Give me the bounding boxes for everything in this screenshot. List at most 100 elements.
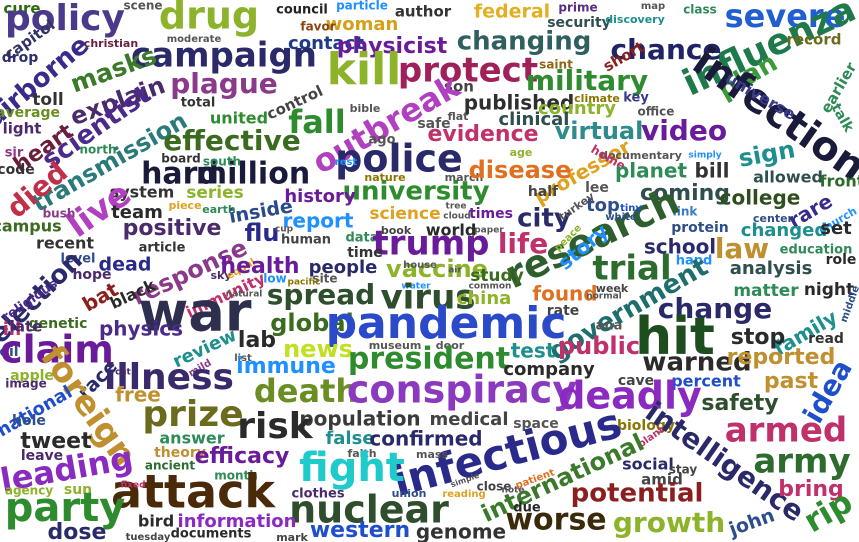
cloud-word-potential: potential — [571, 479, 704, 509]
cloud-word-school: school — [644, 235, 716, 259]
cloud-word-earth: earth — [202, 203, 235, 216]
cloud-word-free: free — [115, 383, 161, 407]
cloud-word-study: study — [470, 266, 524, 286]
cloud-word-key: key — [623, 91, 649, 106]
cloud-word-protein: protein — [671, 220, 729, 236]
cloud-word-life: life — [498, 227, 548, 260]
cloud-word-news: news — [283, 335, 353, 363]
cloud-word-woman: woman — [326, 14, 399, 35]
cloud-word-army: army — [753, 442, 850, 482]
cloud-word-warned: warned — [642, 348, 751, 378]
cloud-word-trump: trump — [373, 224, 490, 264]
cloud-word-front: front — [820, 172, 859, 191]
cloud-word-bird: bird — [138, 512, 174, 531]
cloud-word-campaign: campaign — [131, 36, 317, 76]
cloud-word-series: series — [186, 183, 244, 203]
cloud-word-medical: medical — [429, 409, 508, 430]
cloud-word-particle: particle — [336, 0, 388, 13]
cloud-word-ago: ago — [368, 133, 395, 148]
cloud-word-effective: effective — [163, 124, 300, 157]
cloud-word-genome: genome — [416, 520, 506, 542]
cloud-word-pandemic: pandemic — [326, 298, 567, 349]
cloud-word-city: city — [517, 204, 571, 234]
cloud-word-allowed: allowed — [753, 168, 823, 187]
cloud-word-federal: federal — [474, 1, 550, 23]
cloud-word-piece: piece — [168, 199, 201, 212]
cloud-word-article: article — [139, 241, 186, 256]
cloud-word-western: western — [310, 518, 410, 542]
cloud-word-party: party — [5, 485, 126, 531]
cloud-word-war: war — [139, 281, 252, 344]
cloud-word-night: night — [804, 280, 854, 300]
cloud-word-growth: growth — [613, 506, 725, 539]
cloud-word-ancient: ancient — [145, 459, 196, 473]
cloud-word-christian: christian — [84, 37, 138, 50]
cloud-word-fight: fight — [299, 445, 405, 491]
cloud-word-discovery: discovery — [605, 13, 665, 26]
cloud-word-bush: bush — [43, 207, 76, 221]
cloud-word-bill: bill — [695, 159, 730, 183]
cloud-word-spread: spread — [267, 278, 375, 311]
cloud-word-north: north — [80, 143, 117, 157]
cloud-word-tiny: tiny — [620, 203, 642, 214]
cloud-word-due: due — [513, 501, 541, 516]
cloud-word-toll: toll — [32, 90, 63, 110]
cloud-word-campus: campus — [0, 217, 62, 236]
cloud-word-faith: faith — [347, 447, 376, 460]
cloud-word-cloud: cloud — [443, 212, 470, 222]
cloud-word-dose: dose — [48, 520, 107, 542]
cloud-word-house: house — [403, 260, 437, 271]
cloud-word-john: john — [725, 504, 777, 541]
cloud-word-board: board — [161, 152, 200, 166]
cloud-word-south: south — [203, 155, 241, 169]
cloud-word-physics: physics — [99, 317, 183, 341]
cloud-word-false: false — [325, 428, 374, 449]
cloud-word-space: space — [513, 416, 559, 432]
cloud-word-video: video — [641, 114, 727, 147]
cloud-word-moderate: moderate — [167, 34, 222, 45]
cloud-word-set: set — [820, 218, 852, 239]
cloud-word-world: world — [426, 221, 477, 240]
cloud-word-education: education — [780, 243, 853, 258]
cloud-word-claim: claim — [0, 328, 114, 372]
cloud-word-ill: ill — [3, 319, 22, 340]
cloud-word-system: system — [110, 183, 175, 202]
cloud-word-flat: flat — [448, 110, 469, 123]
cloud-word-stay: stay — [669, 463, 698, 477]
cloud-word-documents: documents — [171, 527, 252, 542]
cloud-word-safe: safe — [417, 116, 450, 132]
cloud-word-climate: climate — [574, 92, 620, 105]
cloud-word-site: site — [312, 272, 337, 286]
cloud-word-saint: saint — [539, 58, 573, 72]
cloud-word-policy: policy — [5, 0, 125, 39]
cloud-word-human: human — [281, 233, 331, 248]
cloud-word-death: death — [254, 372, 358, 410]
cloud-word-light: light — [3, 120, 42, 138]
cloud-word-college: college — [720, 186, 801, 210]
cloud-word-list: list — [234, 353, 252, 364]
cloud-word-data: data — [345, 231, 378, 246]
cloud-word-level: level — [60, 252, 95, 267]
cloud-word-hole: hole — [12, 413, 46, 429]
cloud-word-age: age — [510, 146, 533, 159]
cloud-word-normal: normal — [586, 292, 622, 302]
cloud-word-million: million — [196, 157, 310, 192]
cloud-word-hit: hit — [635, 307, 715, 367]
cloud-word-door: door — [436, 339, 465, 352]
cloud-word-close: close — [477, 480, 512, 494]
cloud-word-changing: changing — [457, 27, 592, 57]
cloud-word-late: late — [10, 318, 43, 336]
cloud-word-united: united — [210, 109, 268, 128]
cloud-word-common: common — [469, 282, 512, 292]
cloud-word-month: month — [214, 469, 258, 483]
cloud-word-agency: agency — [5, 484, 53, 498]
cloud-word-positive: positive — [123, 216, 222, 241]
cloud-word-report: report — [283, 209, 354, 233]
cloud-word-science: science — [369, 204, 440, 224]
cloud-word-stop: stop — [731, 325, 785, 350]
cloud-word-military: military — [526, 64, 648, 97]
cloud-word-clinical: clinical — [499, 109, 570, 130]
cloud-word-white: white — [605, 212, 637, 223]
cloud-word-chance: chance — [611, 33, 722, 66]
